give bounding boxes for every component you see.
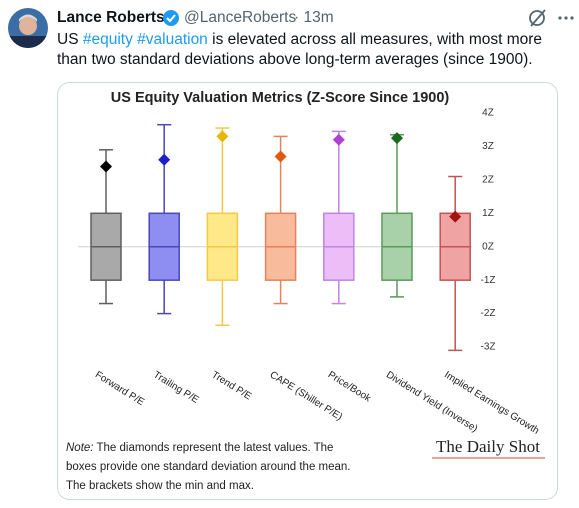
text: US <box>57 31 83 48</box>
latest-marker <box>216 130 229 143</box>
y-tick-label: -1Z <box>481 275 496 286</box>
chart-title: US Equity Valuation Metrics (Z-Score Sin… <box>111 90 450 106</box>
text: is elevated across all measures, with mo… <box>57 31 543 68</box>
y-tick-label: -3Z <box>481 342 496 353</box>
media-card[interactable] <box>57 82 558 500</box>
post-time[interactable]: · 13m <box>294 9 334 26</box>
hashtag[interactable]: #equity <box>82 31 133 48</box>
hashtag[interactable]: #valuation <box>137 31 208 48</box>
chart-note: Note: The diamonds represent the latest v… <box>66 439 366 496</box>
y-tick-label: 2Z <box>482 175 494 186</box>
y-tick-label: 0Z <box>482 241 494 252</box>
y-tick-label: 1Z <box>482 208 494 219</box>
source-logo: The Daily Shot <box>436 437 540 456</box>
note-line: boxes provide one standard deviation aro… <box>66 461 351 473</box>
author-handle[interactable]: @LanceRoberts <box>184 9 296 26</box>
latest-marker <box>100 160 112 173</box>
latest-marker <box>274 150 287 163</box>
latest-marker <box>391 132 403 145</box>
latest-marker <box>332 133 345 146</box>
note-text: The diamonds represent the latest values… <box>96 442 334 454</box>
note-label: Note: <box>66 442 94 454</box>
verified-badge <box>163 10 179 26</box>
latest-marker <box>449 210 462 223</box>
note-line: Note: The diamonds represent the latest v… <box>66 439 366 458</box>
y-tick-label: -2Z <box>481 308 496 319</box>
note-line: The brackets show the min and max. <box>66 480 254 492</box>
author-name[interactable]: Lance Roberts <box>57 9 165 26</box>
avatar[interactable] <box>8 8 48 50</box>
grok-icon[interactable] <box>529 9 546 27</box>
y-tick-label: 3Z <box>482 141 494 152</box>
more-button[interactable] <box>558 16 574 20</box>
tweet-text: US #equity #valuation is elevated across… <box>57 30 557 70</box>
latest-marker <box>158 153 171 166</box>
y-tick-label: 4Z <box>482 108 494 119</box>
